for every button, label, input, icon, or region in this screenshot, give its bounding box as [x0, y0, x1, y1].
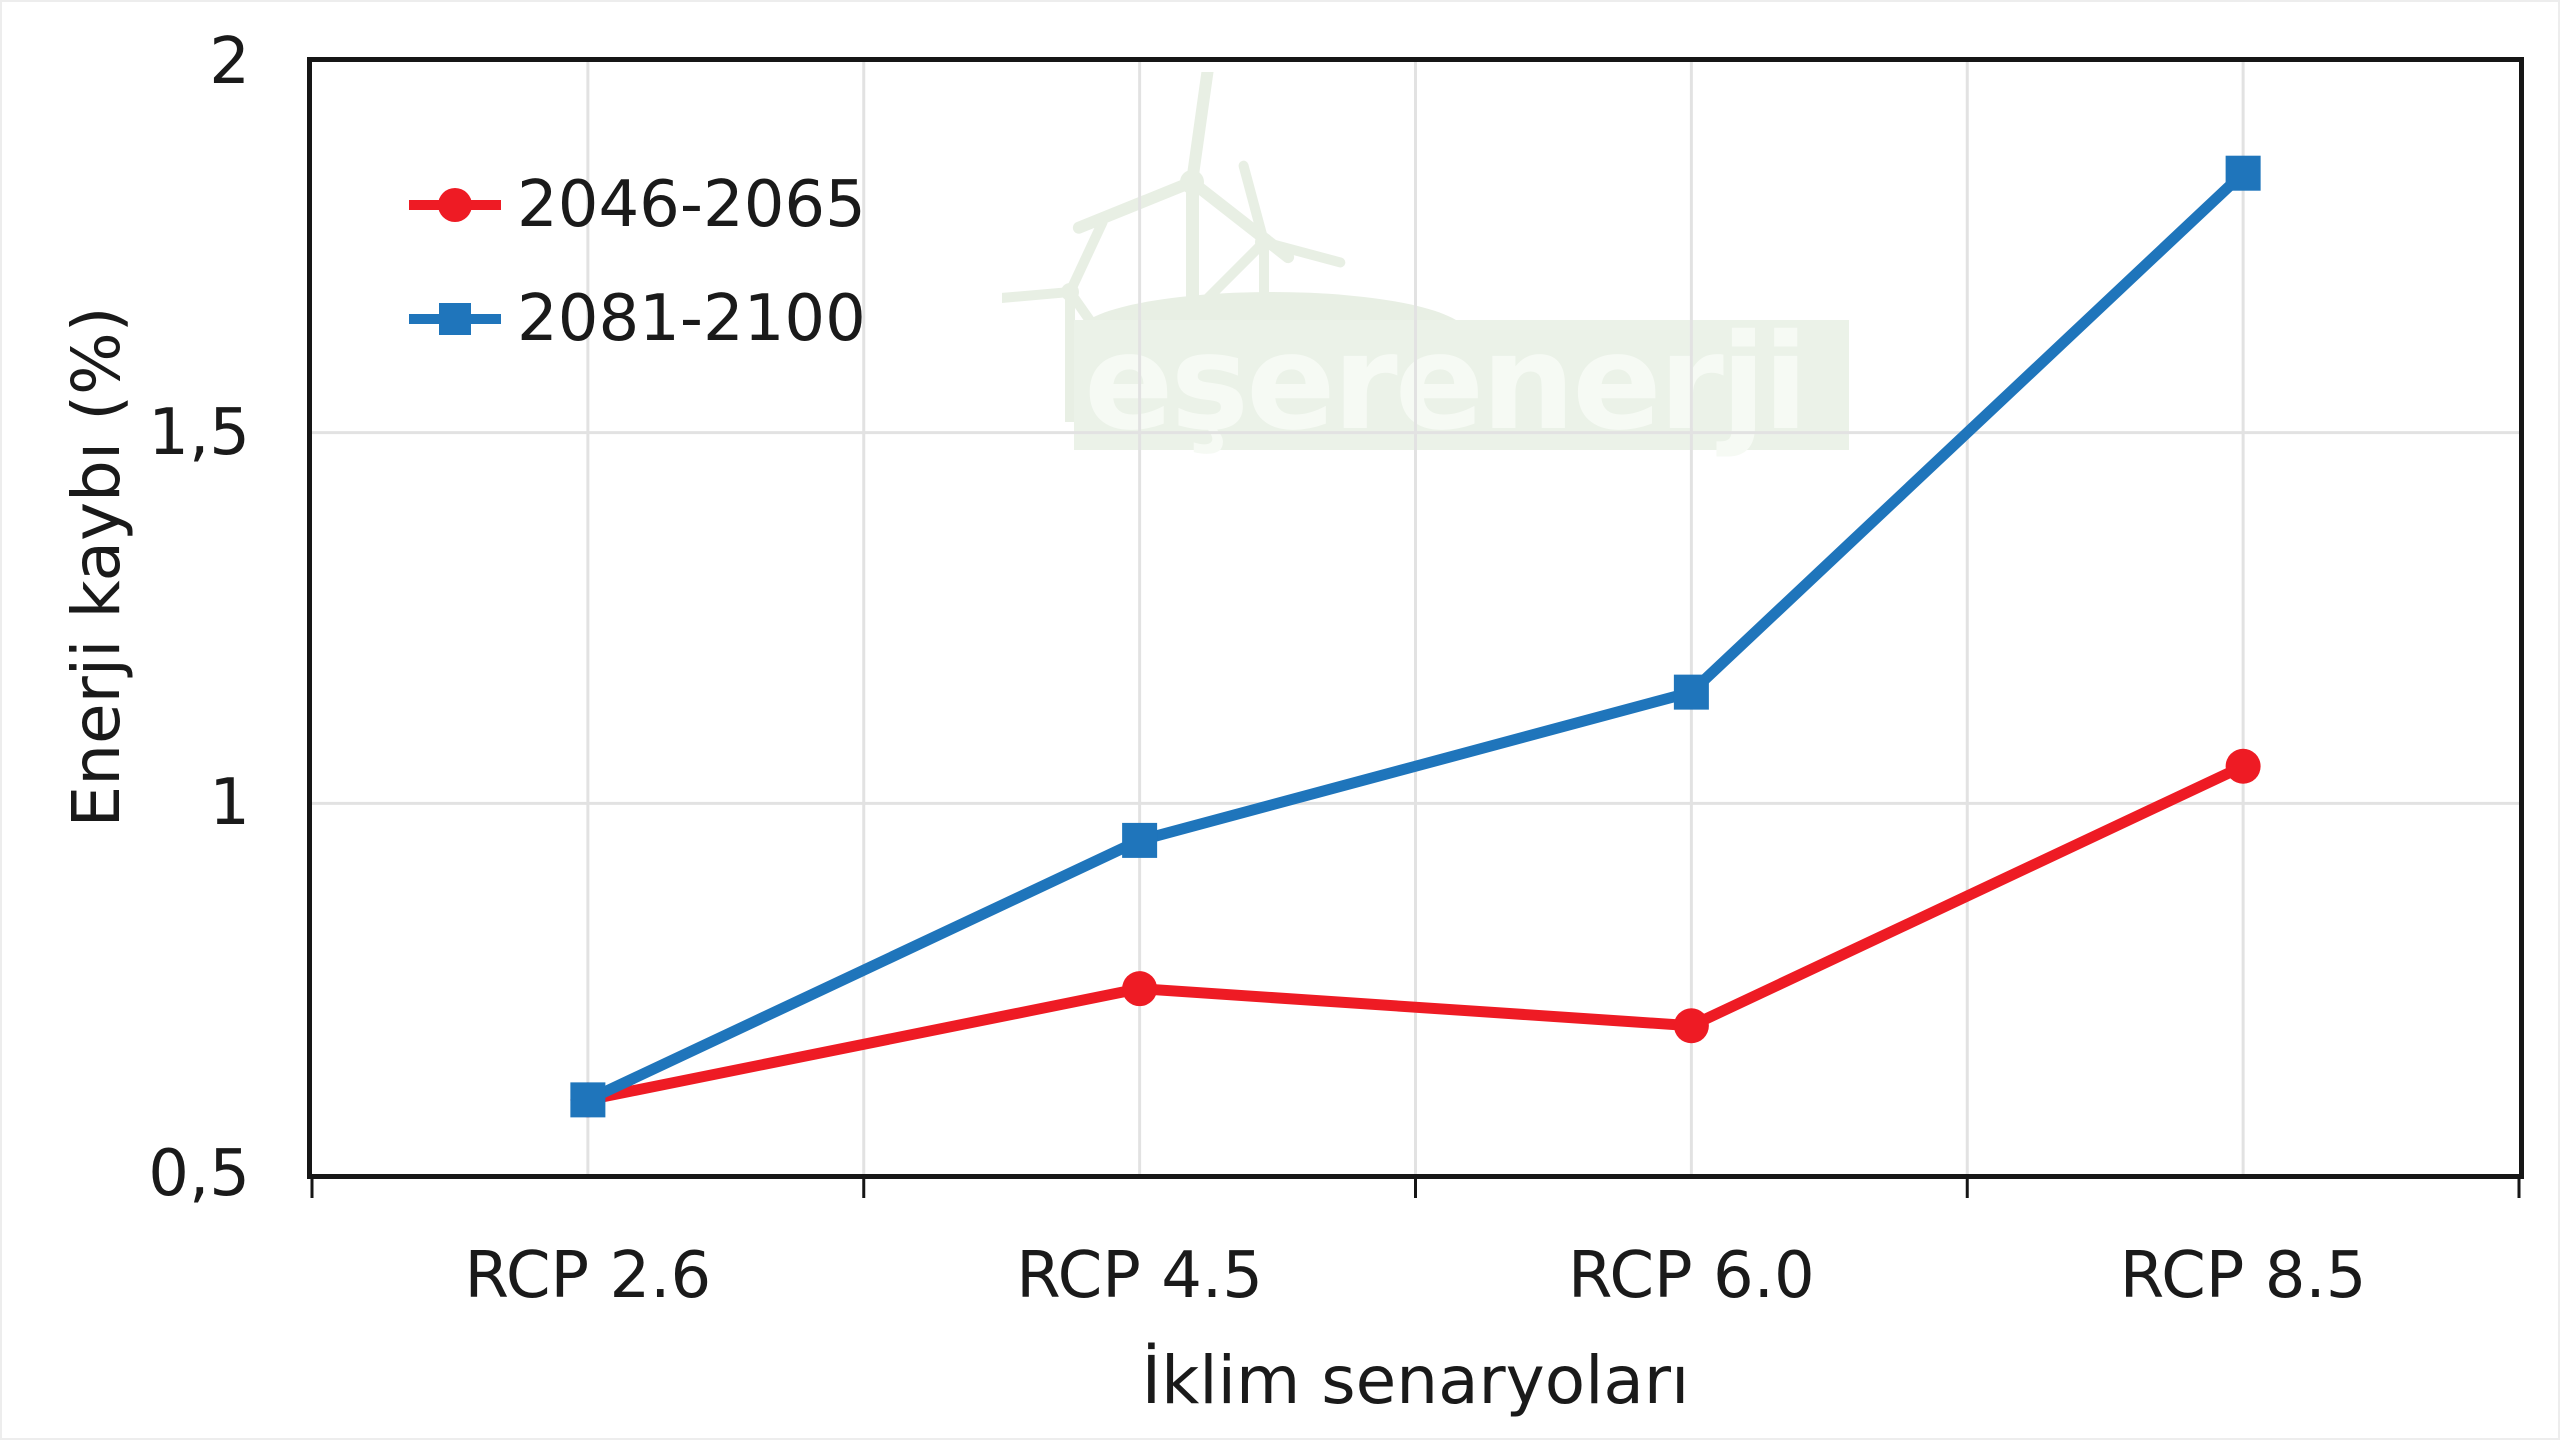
x-tick-label: RCP 2.6 [464, 1239, 712, 1313]
watermark-band [1074, 320, 1849, 450]
data-point-marker [1122, 822, 1158, 858]
data-point-marker [2225, 748, 2261, 784]
series-line-2046-2065 [582, 760, 2249, 1106]
chart-canvas [310, 62, 2521, 1198]
watermark-text: eşerenerji [1084, 306, 1808, 460]
data-point-marker [1122, 971, 1158, 1007]
legend-item: 2081-2100 [407, 262, 866, 376]
legend-label: 2081-2100 [517, 282, 866, 356]
y-tick-label: 1 [209, 766, 250, 841]
plot-area [307, 57, 2524, 1198]
y-tick-label: 2 [209, 25, 250, 99]
data-point-marker [1673, 1008, 1709, 1044]
x-tick-label: RCP 6.0 [1568, 1239, 1815, 1313]
legend: 2046-2065 2081-2100 [407, 148, 866, 376]
data-point-marker [570, 1082, 606, 1118]
y-tick-label: 0,5 [148, 1137, 250, 1211]
x-axis-title: İklim senaryoları [1141, 1342, 1690, 1419]
x-tick-label: RCP 8.5 [2119, 1239, 2367, 1313]
watermark-logo [1002, 72, 1849, 450]
legend-label: 2046-2065 [517, 168, 866, 242]
legend-item: 2046-2065 [407, 148, 866, 262]
y-tick-label: 1,5 [148, 395, 250, 470]
data-point-marker [1673, 674, 1709, 710]
legend-line-circle-icon [409, 188, 501, 222]
series-line-2081-2100 [582, 167, 2249, 1106]
x-tick-label: RCP 4.5 [1016, 1239, 1263, 1313]
legend-line-square-icon [409, 303, 501, 335]
data-point-marker [2225, 155, 2261, 191]
x-axis-tick-labels: RCP 2.6 RCP 4.5 RCP 6.0 RCP 8.5 [312, 1237, 2519, 1315]
y-axis-title: Enerji kaybı (%) [58, 306, 135, 828]
